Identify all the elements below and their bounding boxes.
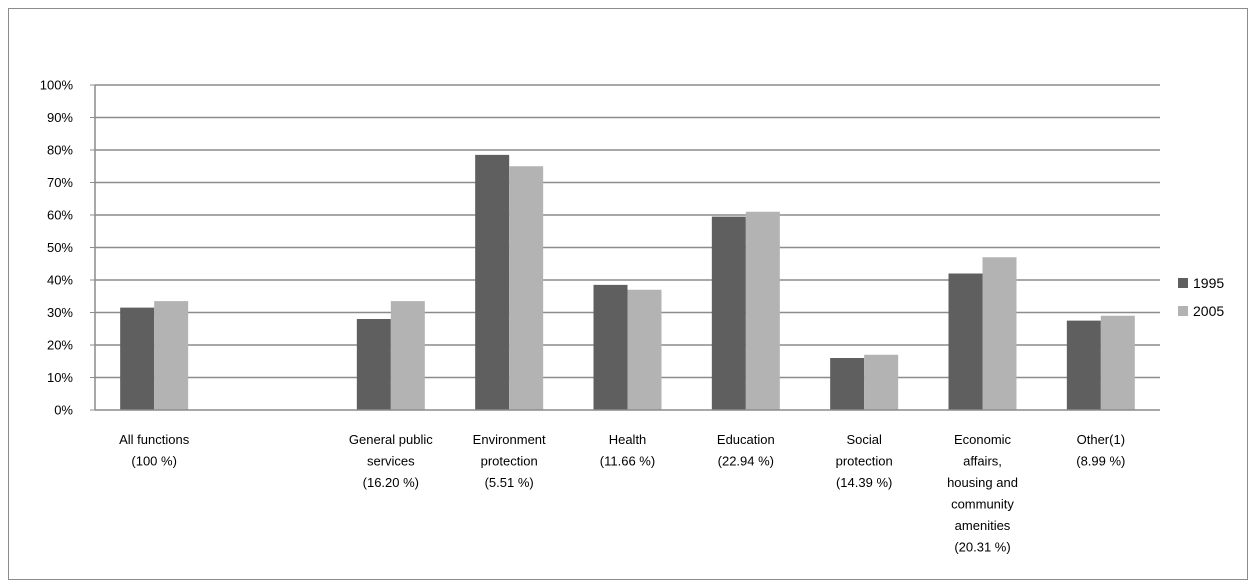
- y-tick-label: 30%: [47, 305, 73, 320]
- y-tick-label: 90%: [47, 110, 73, 125]
- bar-1995: [120, 307, 155, 410]
- y-tick-label: 100%: [40, 78, 74, 93]
- y-tick-label: 70%: [47, 175, 73, 190]
- bar-1995: [711, 216, 746, 410]
- x-axis-category-labels: All functions (100 %) General public servic…: [119, 432, 1125, 555]
- legend-swatch-1995: [1178, 278, 1188, 288]
- legend-label-2005: 2005: [1193, 303, 1224, 319]
- y-tick-label: 50%: [47, 240, 73, 255]
- bar-2005: [864, 354, 899, 410]
- y-tick-label: 20%: [47, 338, 73, 353]
- bar-2005: [390, 301, 425, 410]
- bar-2005: [509, 166, 544, 410]
- y-tick-label: 80%: [47, 143, 73, 158]
- y-tick-label: 10%: [47, 370, 73, 385]
- category-label: Other(1) (8.99 %): [1076, 432, 1125, 469]
- category-label: General public services (16.20 %): [349, 432, 433, 490]
- bar-2005: [627, 289, 662, 410]
- category-label: Education (22.94 %): [717, 432, 775, 469]
- bars: [120, 154, 1135, 410]
- category-label: Social protection (14.39 %): [836, 432, 893, 490]
- y-tick-label: 0%: [54, 403, 73, 418]
- y-tick-label: 60%: [47, 208, 73, 223]
- bar-1995: [593, 284, 628, 410]
- category-label: Health (11.66 %): [600, 432, 655, 469]
- y-tick-label: 40%: [47, 273, 73, 288]
- bar-2005: [154, 301, 189, 410]
- y-axis-tick-labels: 0% 10% 20% 30% 40% 50% 60% 70% 80% 90% 100%: [40, 78, 74, 418]
- bar-1995: [356, 319, 391, 410]
- category-label: Economic affairs, housing and community amen…: [947, 432, 1018, 555]
- bar-2005: [1100, 315, 1135, 410]
- bar-2005: [982, 257, 1017, 410]
- bar-2005: [745, 211, 780, 410]
- legend-label-1995: 1995: [1193, 275, 1224, 291]
- bar-1995: [830, 358, 865, 410]
- legend: 1995 2005: [1178, 275, 1224, 319]
- bar-1995: [475, 154, 510, 410]
- bar-1995: [948, 273, 983, 410]
- axes: [90, 84, 1160, 411]
- bar-1995: [1066, 320, 1101, 410]
- legend-swatch-2005: [1178, 306, 1188, 316]
- category-label: All functions (100 %): [119, 432, 190, 469]
- category-label: Environment protection (5.51 %): [473, 432, 546, 490]
